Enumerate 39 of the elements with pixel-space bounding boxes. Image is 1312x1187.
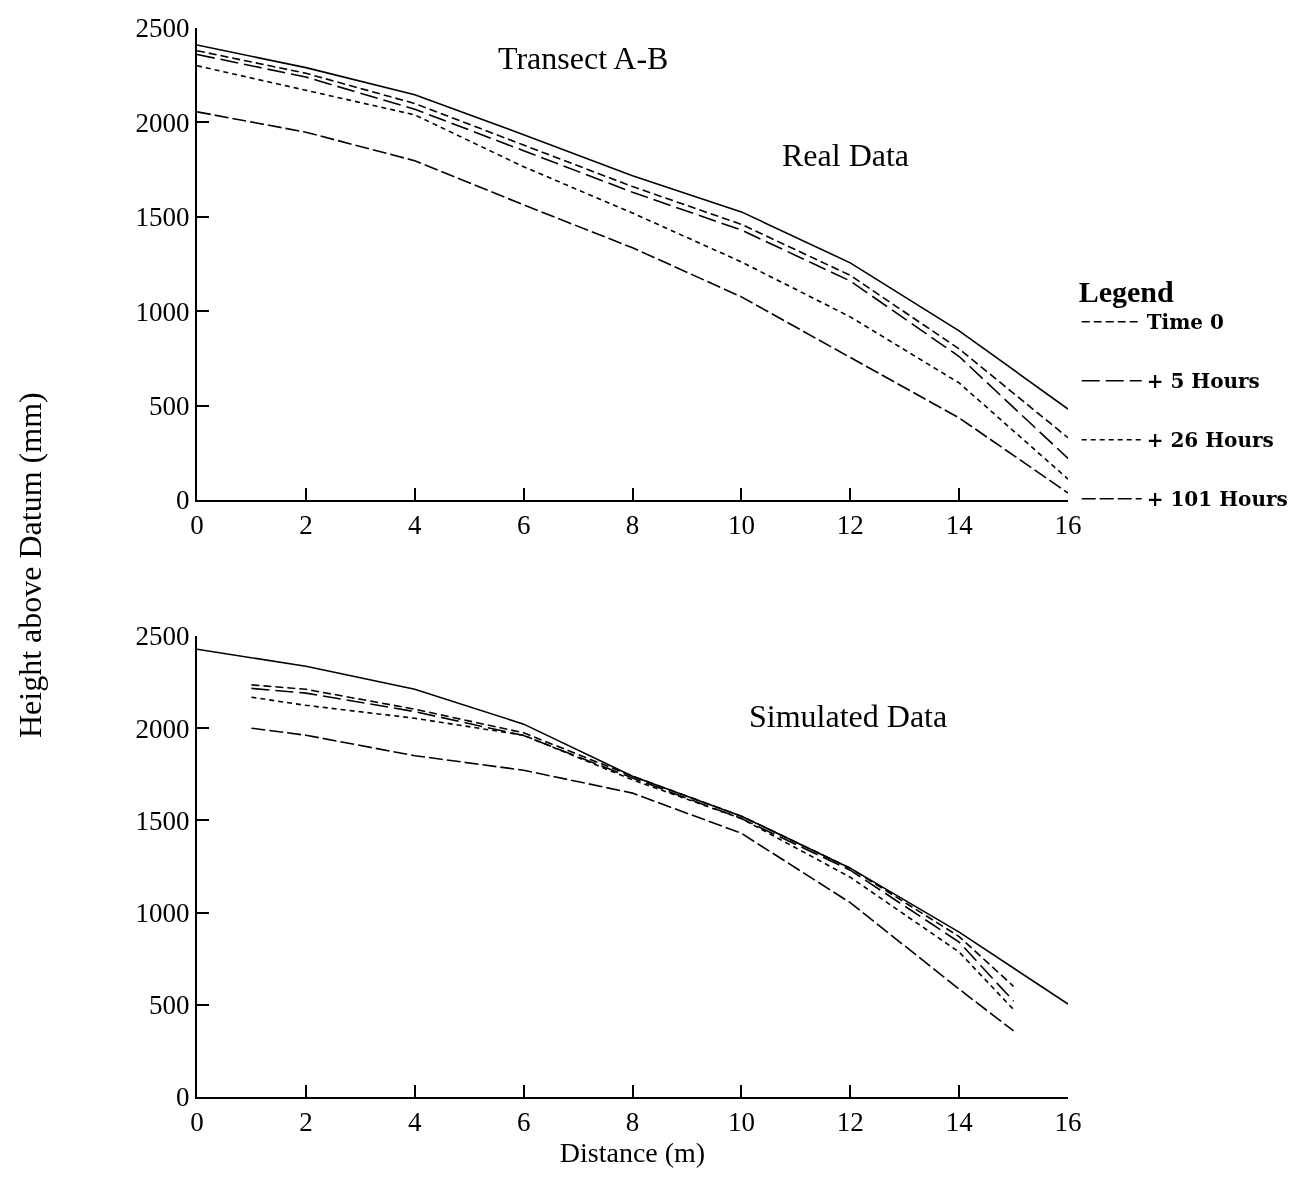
x-tick-label: 4 — [408, 510, 422, 541]
legend-label: + 26 Hours — [1146, 428, 1274, 453]
legend-label: Time 0 — [1146, 310, 1224, 335]
legend-title: Legend — [1078, 275, 1175, 309]
y-tick-label: 0 — [176, 1082, 190, 1113]
y-tick-label: 2000 — [135, 713, 190, 744]
line-series — [250, 727, 1015, 1032]
y-tick-label: 1500 — [135, 202, 190, 233]
annotation: Real Data — [782, 137, 910, 173]
x-tick-label: 2 — [299, 510, 313, 541]
x-tick-label: 16 — [1054, 1107, 1082, 1138]
y-tick-label: 500 — [149, 990, 190, 1021]
x-tick-label: 12 — [836, 1107, 864, 1138]
x-tick-label: 10 — [727, 510, 755, 541]
x-tick-label: 14 — [945, 510, 974, 541]
x-tick-label: 10 — [727, 1107, 755, 1138]
x-tick-label: 6 — [516, 1107, 531, 1138]
y-tick-label: 0 — [176, 485, 190, 516]
legend-label: + 5 Hours — [1146, 369, 1260, 394]
x-tick-label: 2 — [299, 1107, 313, 1138]
x-tick-label: 4 — [408, 1107, 422, 1138]
y-tick-label: 1500 — [135, 805, 190, 836]
y-tick-label: 1000 — [135, 898, 190, 929]
x-tick-label: 8 — [625, 510, 640, 541]
y-tick-label: 2500 — [135, 13, 190, 44]
legend-label: + 101 Hours — [1146, 487, 1288, 512]
annotation: Transect A-B — [498, 40, 669, 76]
x-tick-label: 6 — [516, 510, 531, 541]
y-axis-title: Height above Datum (mm) — [12, 392, 48, 738]
y-tick-label: 2000 — [135, 107, 190, 138]
x-tick-label: 14 — [945, 1107, 974, 1138]
x-tick-label: 16 — [1054, 510, 1082, 541]
x-axis-title: Distance (m) — [559, 1137, 706, 1169]
x-tick-label: 12 — [836, 510, 864, 541]
annotation: Simulated Data — [749, 698, 948, 734]
y-tick-label: 2500 — [135, 621, 190, 652]
y-tick-label: 500 — [149, 391, 190, 422]
x-tick-label: 8 — [625, 1107, 640, 1138]
y-tick-label: 1000 — [135, 296, 190, 327]
